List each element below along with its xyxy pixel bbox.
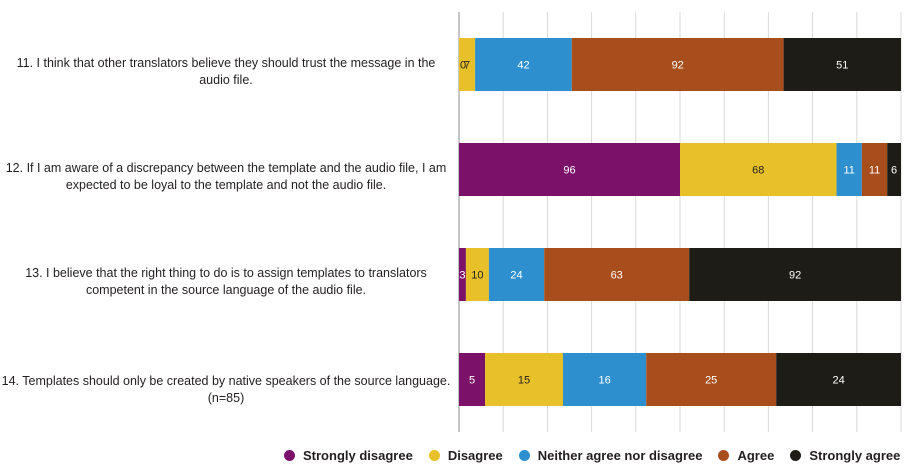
bar-segment <box>488 248 545 301</box>
data-label: 5 <box>469 375 475 387</box>
bar-segment <box>459 353 485 406</box>
bar-segment <box>887 143 901 196</box>
data-label: 11 <box>869 165 880 177</box>
data-label: 16 <box>598 375 610 387</box>
legend-item-strongly-agree: Strongly agree <box>790 448 900 463</box>
data-label: 24 <box>510 270 522 282</box>
data-label: 3 <box>459 270 465 282</box>
bar-segment <box>475 38 572 91</box>
data-label: 92 <box>789 270 801 282</box>
legend-swatch <box>518 449 530 461</box>
legend-item-strongly-disagree: Strongly disagree <box>284 448 413 463</box>
data-label: 96 <box>563 165 575 177</box>
legend-item-agree: Agree <box>718 448 774 463</box>
category-label-14: 14. Templates should only be created by … <box>1 374 451 405</box>
legend-label: Agree <box>737 447 775 463</box>
bar-segment <box>783 38 901 91</box>
bar-segment <box>459 38 476 91</box>
legend-swatch <box>790 449 802 461</box>
bar-segment <box>836 143 862 196</box>
bar-segment <box>459 143 680 196</box>
data-label: 51 <box>836 60 848 72</box>
legend-label: Strongly disagree <box>303 447 413 463</box>
bar-segment <box>689 248 901 301</box>
legend: Strongly disagree Disagree Neither agree… <box>284 446 900 464</box>
data-label: 92 <box>672 60 684 72</box>
category-label-11: 11. I think that other translators belie… <box>16 56 436 87</box>
bar-segment <box>485 353 563 406</box>
data-label: 68 <box>752 165 764 177</box>
bar-segment <box>861 143 888 196</box>
legend-swatch <box>284 449 295 461</box>
legend-swatch <box>428 449 440 461</box>
legend-label: Strongly agree <box>809 447 901 463</box>
bar-segment <box>544 248 690 301</box>
data-label: 10 <box>471 270 483 282</box>
bar-segment <box>459 248 466 301</box>
legend-swatch <box>718 449 730 461</box>
legend-item-disagree: Disagree <box>428 447 503 463</box>
data-label: 25 <box>705 375 717 387</box>
bars <box>459 38 901 406</box>
bar-segment <box>680 143 837 196</box>
data-label: 7 <box>464 60 470 72</box>
data-label: 63 <box>611 270 623 282</box>
bar-segment <box>646 353 777 406</box>
legend-item-neither: Neither agree nor disagree <box>518 447 703 463</box>
data-label: 0 <box>460 60 466 72</box>
bar-segment <box>465 248 489 301</box>
data-label: 11 <box>843 165 854 177</box>
category-label-13: 13. I believe that the right thing to do… <box>25 266 427 297</box>
bar-segment <box>776 353 901 406</box>
category-label-12: 12. If I am aware of a discrepancy betwe… <box>5 161 447 192</box>
data-label: 6 <box>891 165 897 177</box>
data-label: 15 <box>518 375 530 387</box>
data-label: 24 <box>832 375 844 387</box>
bar-segment <box>563 353 647 406</box>
bar-segment <box>571 38 784 91</box>
data-label: 42 <box>517 60 529 72</box>
legend-label: Neither agree nor disagree <box>537 447 703 463</box>
legend-label: Disagree <box>447 447 503 463</box>
